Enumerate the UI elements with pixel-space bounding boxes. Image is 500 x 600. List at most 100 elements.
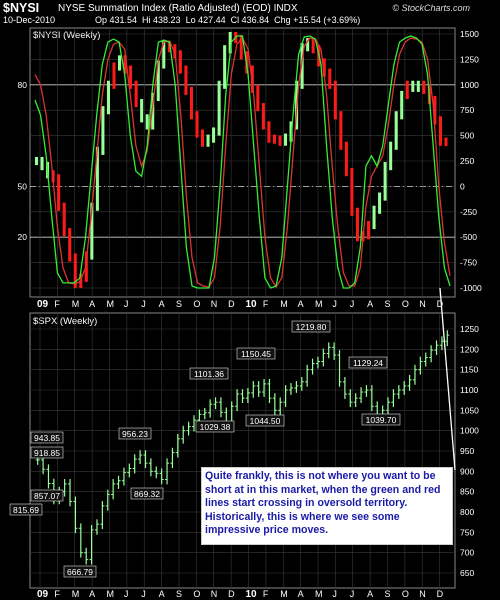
spx-right-tick-label: 650 [460, 568, 474, 578]
nysi-bar [228, 31, 232, 54]
nysi-bar [367, 220, 371, 240]
spx-price-label: 815.69 [13, 505, 39, 515]
nysi-bar [444, 137, 448, 147]
nysi-panel-label: $NYSI (Weekly) [33, 30, 100, 41]
nysi-bar [151, 92, 155, 130]
spx-price-label: 666.79 [67, 567, 93, 577]
nysi-bar [95, 146, 99, 211]
nysi-right-tick-label: 1250 [460, 54, 479, 64]
spx-price-label-box [30, 431, 64, 444]
nysi-bar [101, 106, 105, 155]
nysi-bar [40, 156, 44, 171]
nysi-bar [140, 99, 144, 123]
spx-price-label: 1129.24 [353, 358, 383, 368]
ohlc-readout: Op 431.54 Hi 438.23 Lo 427.44 Cl 436.84 … [95, 15, 361, 25]
nysi-bar [300, 43, 304, 89]
spx-price-label-box [189, 367, 229, 380]
spx-x-tick-label: M [280, 589, 288, 599]
nysi-x-tick-label: J [141, 299, 146, 309]
nysi-bar [328, 68, 332, 89]
nysi-left-tick-label: 80 [18, 80, 28, 90]
spx-right-tick-label: 1050 [460, 405, 479, 415]
spx-price-label: 869.32 [134, 489, 160, 499]
nysi-bar [206, 134, 210, 147]
spx-price-label-box [118, 427, 152, 440]
nysi-bar [405, 80, 409, 100]
spx-price-label-box [195, 420, 235, 433]
spx-right-tick-label: 1200 [460, 344, 479, 354]
spx-x-tick-label: J [124, 589, 129, 599]
chart-subtitle: NYSE Summation Index (Ratio Adjusted) (E… [58, 3, 298, 14]
nysi-bar [239, 35, 243, 60]
nysi-bar [284, 133, 288, 146]
stockcharts-credit: © StockCharts.com [392, 3, 470, 13]
spx-price-label: 1150.45 [241, 349, 271, 359]
spx-x-tick-label: F [54, 589, 60, 599]
nysi-bar [311, 38, 315, 54]
nysi-left-tick-label: 50 [18, 181, 28, 191]
spx-price-label: 956.23 [122, 429, 148, 439]
spx-price-label: 1101.36 [194, 369, 224, 379]
nysi-right-tick-label: 750 [460, 105, 474, 115]
chart-date: 10-Dec-2010 [3, 15, 56, 25]
spx-x-tick-label: 09 [37, 589, 49, 600]
nysi-bar [223, 45, 227, 89]
nysi-bar [189, 86, 193, 120]
nysi-bar [306, 38, 310, 52]
nysi-right-tick-label: -250 [460, 207, 477, 217]
spx-price-label-box [291, 320, 331, 333]
spx-panel-label: $SPX (Weekly) [33, 316, 97, 327]
nysi-bar [261, 103, 265, 130]
nysi-x-tick-label: A [159, 299, 165, 309]
spx-right-tick-label: 850 [460, 487, 474, 497]
nysi-bar [400, 90, 404, 120]
nysi-bar [156, 60, 160, 102]
spx-right-tick-label: 1250 [460, 324, 479, 334]
spx-x-tick-label: S [385, 589, 391, 599]
spx-price-label: 918.85 [34, 448, 60, 458]
nysi-left-tick-label: 20 [18, 232, 28, 242]
spx-x-tick-label: A [89, 589, 95, 599]
nysi-x-tick-label: J [350, 299, 355, 309]
nysi-x-tick-label: M [280, 299, 288, 309]
nysi-bar [394, 111, 398, 150]
nysi-bar [289, 121, 293, 142]
nysi-right-tick-label: 500 [460, 131, 474, 141]
spx-x-tick-label: F [263, 589, 269, 599]
nysi-bar [167, 41, 171, 53]
spx-x-tick-label: S [176, 589, 182, 599]
spx-price-label: 857.07 [34, 491, 60, 501]
nysi-bar [184, 65, 188, 95]
nysi-bar [90, 202, 94, 260]
spx-price-label-box [30, 489, 64, 502]
nysi-x-tick-label: M [72, 299, 80, 309]
nysi-bar [372, 205, 376, 230]
nysi-bar [35, 156, 39, 166]
spx-price-label: 943.85 [34, 433, 60, 443]
nysi-bar [272, 134, 276, 144]
nysi-right-tick-label: 1500 [460, 29, 479, 39]
spx-right-tick-label: 1100 [460, 385, 479, 395]
spx-x-tick-label: M [315, 589, 323, 599]
nysi-x-tick-label: M [315, 299, 323, 309]
nysi-right-tick-label: -1000 [460, 283, 482, 293]
nysi-bar [217, 80, 221, 136]
nysi-bar [256, 84, 260, 112]
spx-x-tick-label: J [350, 589, 355, 599]
spx-right-tick-label: 950 [460, 446, 474, 456]
nysi-right-tick-label: -500 [460, 232, 477, 242]
nysi-bar [212, 127, 216, 143]
nysi-bar [178, 50, 182, 74]
nysi-x-tick-label: A [89, 299, 95, 309]
nysi-bar [162, 41, 166, 69]
nysi-x-tick-label: 10 [246, 299, 258, 310]
spx-price-label-box [130, 487, 164, 500]
nysi-x-tick-label: D [437, 299, 444, 309]
spx-price-label-box [9, 503, 43, 516]
nysi-bar [201, 129, 205, 147]
spx-price-label-box [361, 413, 401, 426]
nysi-bar [433, 95, 437, 125]
spx-x-tick-label: A [298, 589, 304, 599]
nysi-bar [339, 111, 343, 150]
spx-x-tick-label: J [332, 589, 337, 599]
